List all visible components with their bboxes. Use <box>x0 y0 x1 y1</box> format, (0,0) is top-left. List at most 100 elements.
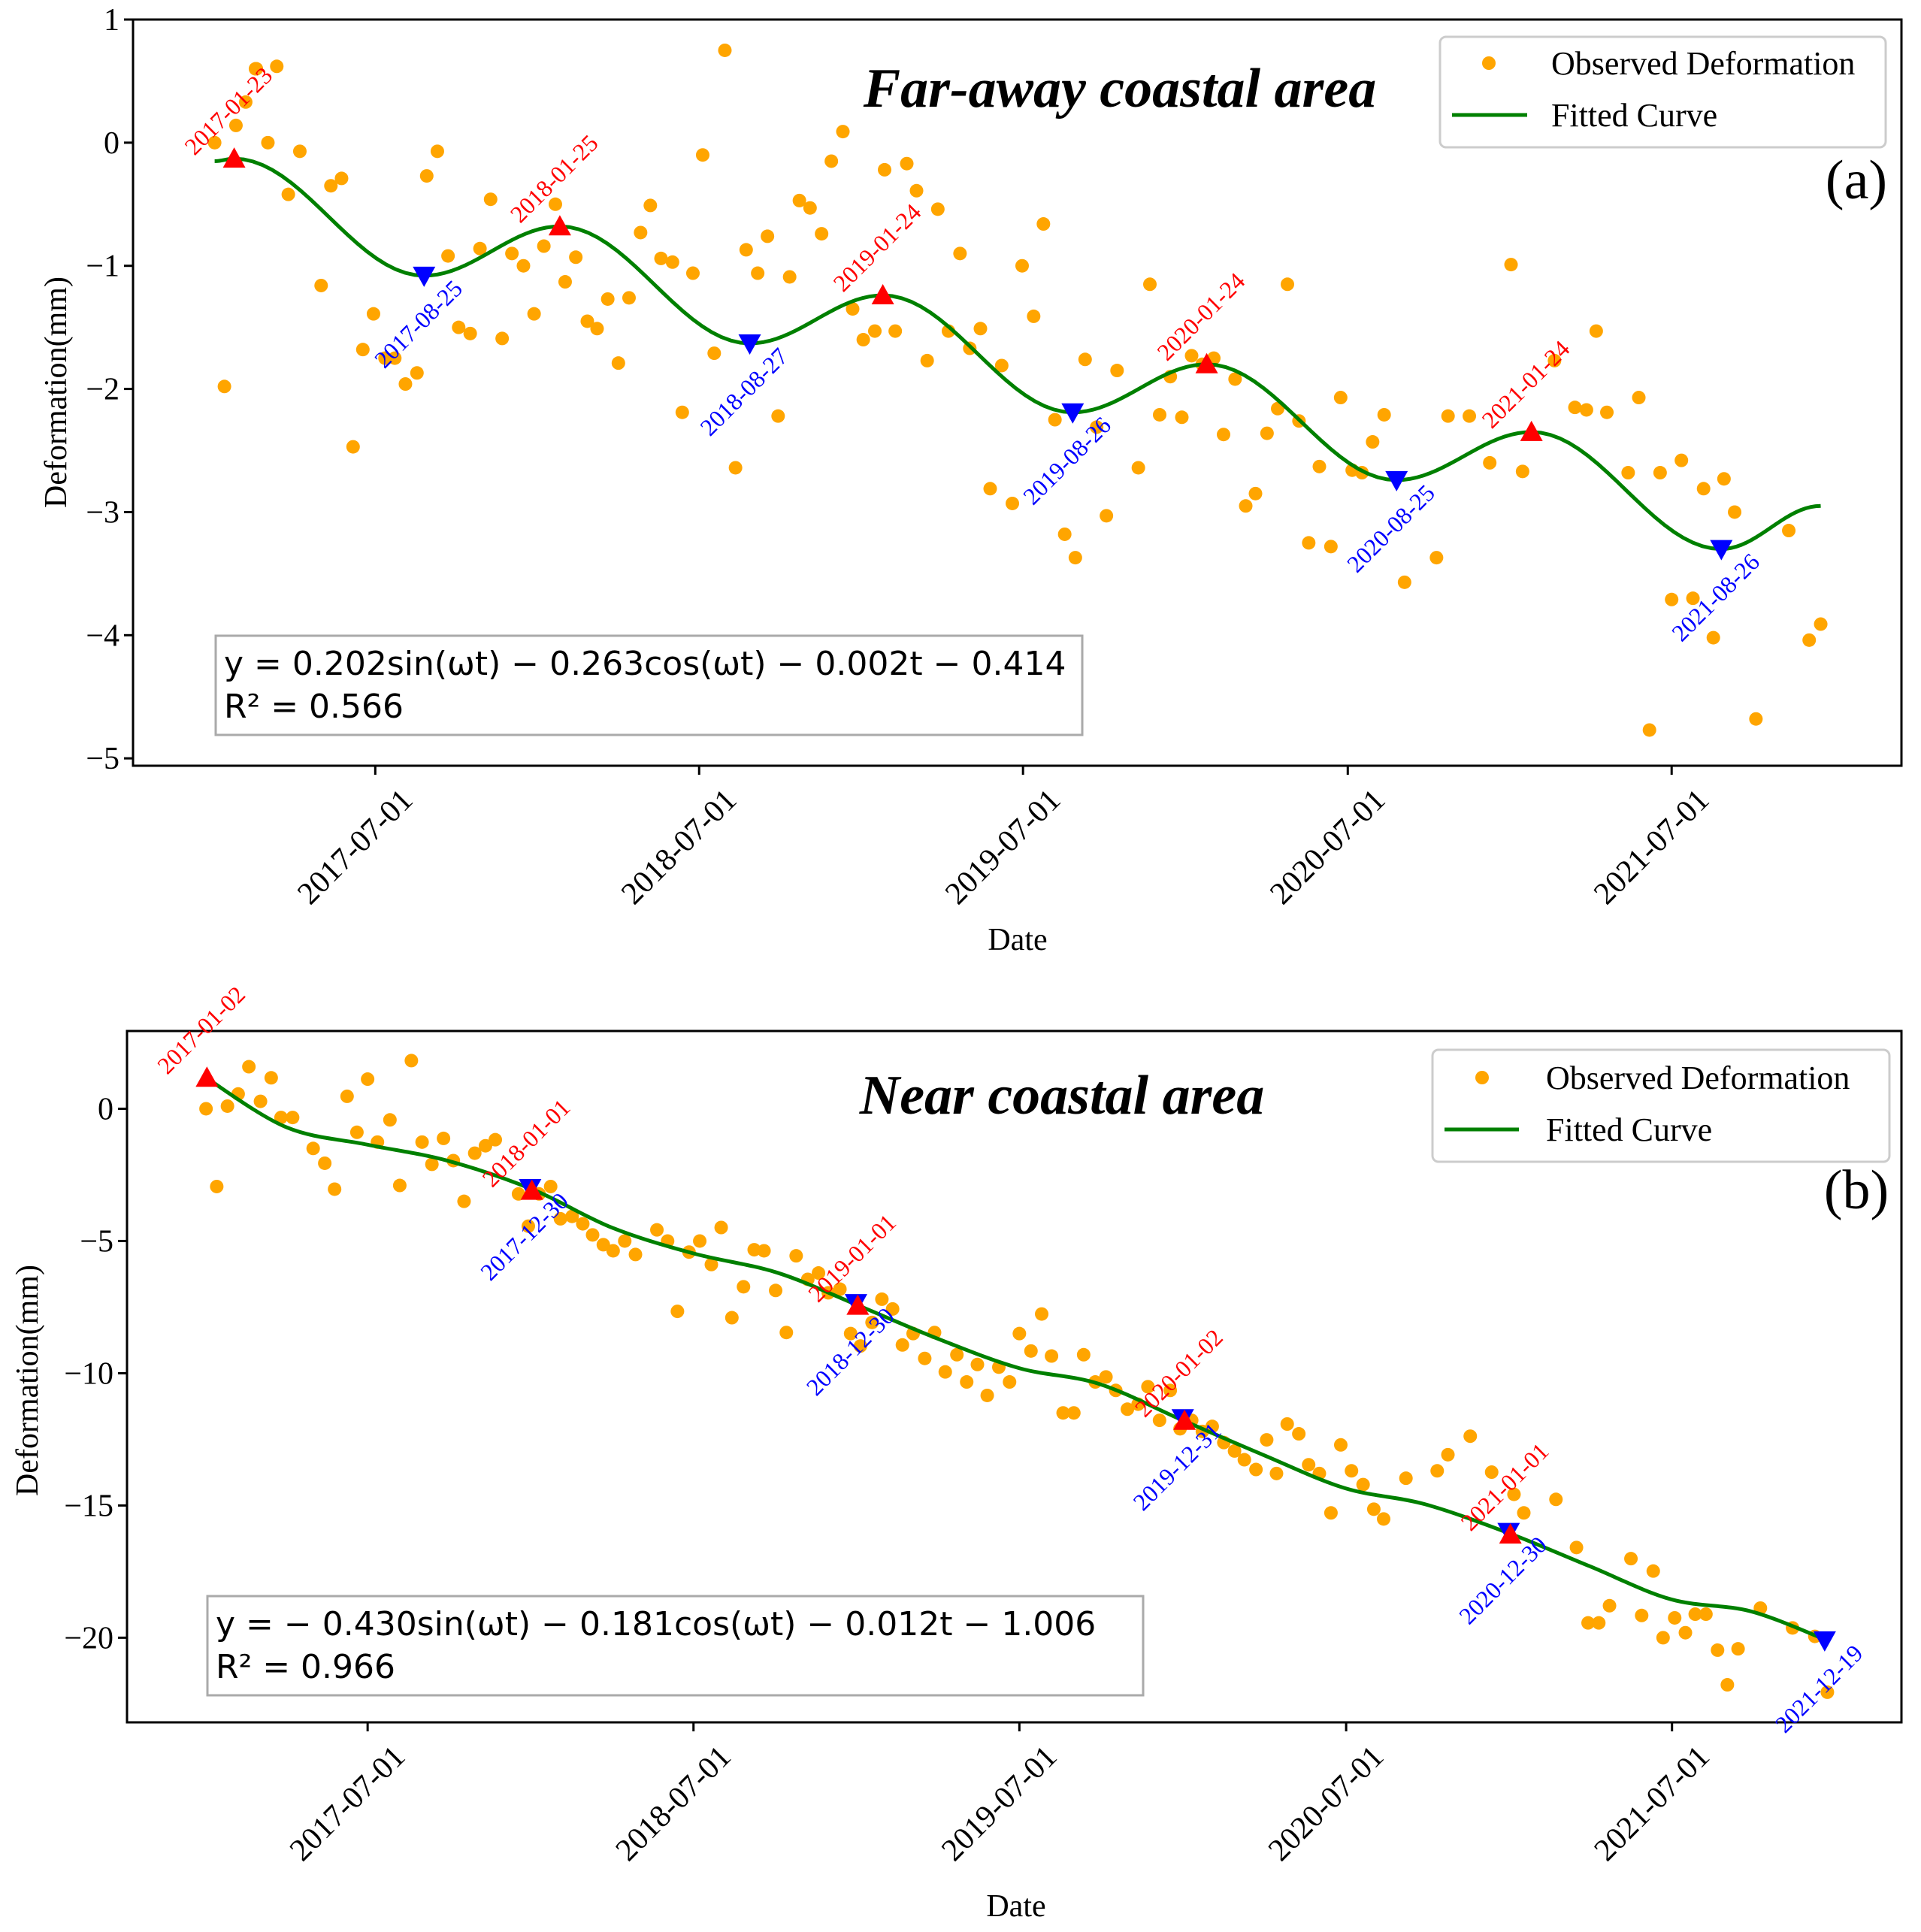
observed-point <box>994 358 1009 373</box>
observed-point <box>1635 1608 1649 1622</box>
peak-marker <box>195 1066 219 1087</box>
y-tick-label: −20 <box>64 1621 113 1655</box>
y-tick-label: −10 <box>64 1356 113 1391</box>
observed-point <box>1302 536 1316 550</box>
observed-point <box>1312 459 1327 473</box>
observed-point <box>1399 1471 1413 1486</box>
observed-point <box>478 1138 492 1153</box>
x-tick-label: 2017-07-01 <box>291 783 419 912</box>
observed-point <box>1090 420 1104 434</box>
observed-point <box>1592 1616 1606 1630</box>
observed-point <box>1589 324 1603 338</box>
observed-point <box>1504 258 1518 272</box>
observed-point <box>324 179 338 193</box>
observed-point <box>425 1157 439 1172</box>
observed-point <box>1152 1413 1166 1428</box>
observed-point <box>1175 410 1189 425</box>
observed-point <box>938 1365 952 1379</box>
observed-point <box>1045 1349 1059 1363</box>
observed-point <box>378 351 392 365</box>
observed-point <box>349 1125 364 1139</box>
observed-point <box>1674 453 1689 467</box>
observed-point <box>558 275 572 289</box>
observed-point <box>670 1305 685 1319</box>
observed-point <box>1463 1429 1478 1444</box>
x-tick-label: 2020-07-01 <box>1262 1740 1390 1868</box>
panel-b: Near coastal area (b) Deformation(mm) Da… <box>11 1048 1891 1924</box>
observed-point <box>1802 633 1817 647</box>
observed-point <box>737 1280 751 1294</box>
observed-point <box>685 266 700 280</box>
observed-point <box>1302 1458 1316 1472</box>
peak-marker <box>1173 1409 1196 1430</box>
observed-point <box>596 1238 610 1252</box>
observed-point <box>1024 1344 1038 1358</box>
peak-marker <box>1520 420 1543 441</box>
observed-point <box>473 241 487 255</box>
observed-point <box>918 1351 932 1365</box>
observed-point <box>430 144 444 159</box>
panel-b-xlabel: Date <box>986 1889 1045 1924</box>
x-tick-label: 2019-07-01 <box>939 783 1067 912</box>
observed-point <box>1699 1607 1713 1622</box>
observed-point <box>1100 509 1114 523</box>
observed-point <box>576 1217 590 1231</box>
peak-date-label: 2018-01-25 <box>505 129 604 228</box>
observed-point <box>1131 461 1145 475</box>
observed-point <box>1568 401 1582 415</box>
observed-point <box>1292 1427 1306 1441</box>
peak-date-label: 2019-01-24 <box>827 198 926 297</box>
observed-point <box>217 379 231 394</box>
observed-point <box>1706 630 1720 645</box>
observed-point <box>1397 575 1411 589</box>
observed-point <box>779 1326 794 1340</box>
observed-point <box>695 148 709 162</box>
observed-point <box>1820 1685 1835 1699</box>
observed-point <box>505 246 519 261</box>
observed-point <box>1579 403 1593 417</box>
x-tick-label: 2019-07-01 <box>935 1740 1063 1868</box>
observed-point <box>920 353 934 367</box>
observed-point <box>366 307 380 321</box>
observed-point <box>751 266 765 280</box>
observed-point <box>1143 277 1157 292</box>
observed-point <box>274 1111 288 1125</box>
x-tick-label: 2021-07-01 <box>1587 783 1716 912</box>
peak-marker <box>1195 352 1218 373</box>
legend-observed-label: Observed Deformation <box>1546 1060 1850 1096</box>
observed-point <box>1728 505 1742 519</box>
observed-point <box>1814 617 1828 631</box>
fitted-curve <box>204 1076 1828 1642</box>
observed-point <box>1517 1506 1531 1520</box>
observed-point <box>888 324 903 338</box>
panel-a: Far-away coastal area (a) Deformation(mm… <box>39 35 1887 957</box>
panel-b-r-squared: R² = 0.966 <box>216 1648 395 1686</box>
observed-point <box>1260 1433 1274 1447</box>
observed-point <box>1377 1512 1391 1526</box>
observed-point <box>398 377 413 392</box>
observed-point <box>718 43 732 57</box>
observed-point <box>318 1156 332 1170</box>
observed-point <box>792 193 806 207</box>
observed-point <box>1141 1380 1155 1394</box>
observed-point <box>1547 353 1562 367</box>
observed-point <box>900 156 914 171</box>
observed-point <box>769 1283 783 1298</box>
observed-point <box>355 343 370 357</box>
panel-b-title: Near coastal area <box>859 1065 1265 1126</box>
observed-point <box>704 1257 718 1271</box>
trough-date-label: 2020-12-30 <box>1454 1531 1552 1629</box>
observed-point <box>590 322 604 336</box>
observed-point <box>1333 1438 1348 1452</box>
observed-point <box>1624 1552 1638 1566</box>
peak-marker <box>548 215 571 236</box>
observed-point <box>1665 592 1679 606</box>
observed-point <box>410 366 424 380</box>
observed-point <box>210 1179 224 1193</box>
peak-marker <box>222 147 246 168</box>
observed-point <box>306 1141 320 1156</box>
observed-point <box>1600 405 1614 419</box>
observed-point <box>1441 1447 1455 1462</box>
observed-point <box>761 229 775 243</box>
